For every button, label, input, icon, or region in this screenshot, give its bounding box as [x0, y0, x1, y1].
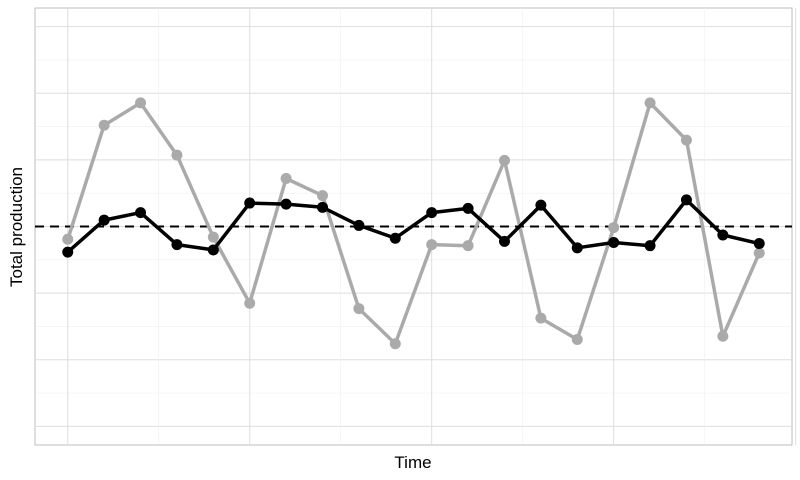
- series-2-point: [317, 201, 329, 213]
- series-1-point: [571, 333, 583, 345]
- series-1-point: [717, 330, 729, 342]
- series-1-point: [207, 231, 219, 243]
- series-2-point: [207, 244, 219, 256]
- series-2-point: [571, 242, 583, 254]
- series-1-point: [135, 97, 147, 109]
- y-axis-label: Total production: [7, 167, 26, 287]
- series-2-point: [62, 246, 74, 258]
- series-1-point: [280, 173, 292, 185]
- series-lines: [66, 101, 761, 346]
- series-1-point: [62, 233, 74, 245]
- series-2-point: [498, 235, 510, 247]
- series-2-point: [171, 239, 183, 251]
- series-2-point: [135, 207, 147, 219]
- series-1-point: [680, 134, 692, 146]
- series-1-point: [535, 312, 547, 324]
- series-1-point: [753, 247, 765, 259]
- series-2-line: [66, 198, 761, 254]
- x-axis-label: Time: [394, 453, 431, 472]
- series-2-point: [389, 232, 401, 244]
- series-1-point: [244, 297, 256, 309]
- series-2-point: [644, 240, 656, 252]
- series-2-point: [98, 214, 110, 226]
- series-1-point: [389, 338, 401, 350]
- series-1-line: [66, 101, 761, 346]
- series-2-point: [426, 207, 438, 219]
- series-1-point: [462, 240, 474, 252]
- series-2-point: [680, 194, 692, 206]
- series-2-point: [608, 236, 620, 248]
- series-2-point: [244, 197, 256, 209]
- series-2-point: [535, 199, 547, 211]
- series-2-point: [462, 202, 474, 214]
- series-1-point: [353, 303, 365, 315]
- series-1-point: [498, 154, 510, 166]
- series-1-point: [171, 149, 183, 161]
- series-1-point: [426, 239, 438, 251]
- series-1-point: [317, 190, 329, 202]
- series-2-point: [280, 198, 292, 210]
- series-points: [62, 97, 765, 350]
- series-2-point: [753, 238, 765, 250]
- series-1-point: [608, 222, 620, 234]
- series-2-point: [353, 219, 365, 231]
- series-2-point: [717, 229, 729, 241]
- series-1-point: [98, 119, 110, 131]
- series-1-point: [644, 97, 656, 109]
